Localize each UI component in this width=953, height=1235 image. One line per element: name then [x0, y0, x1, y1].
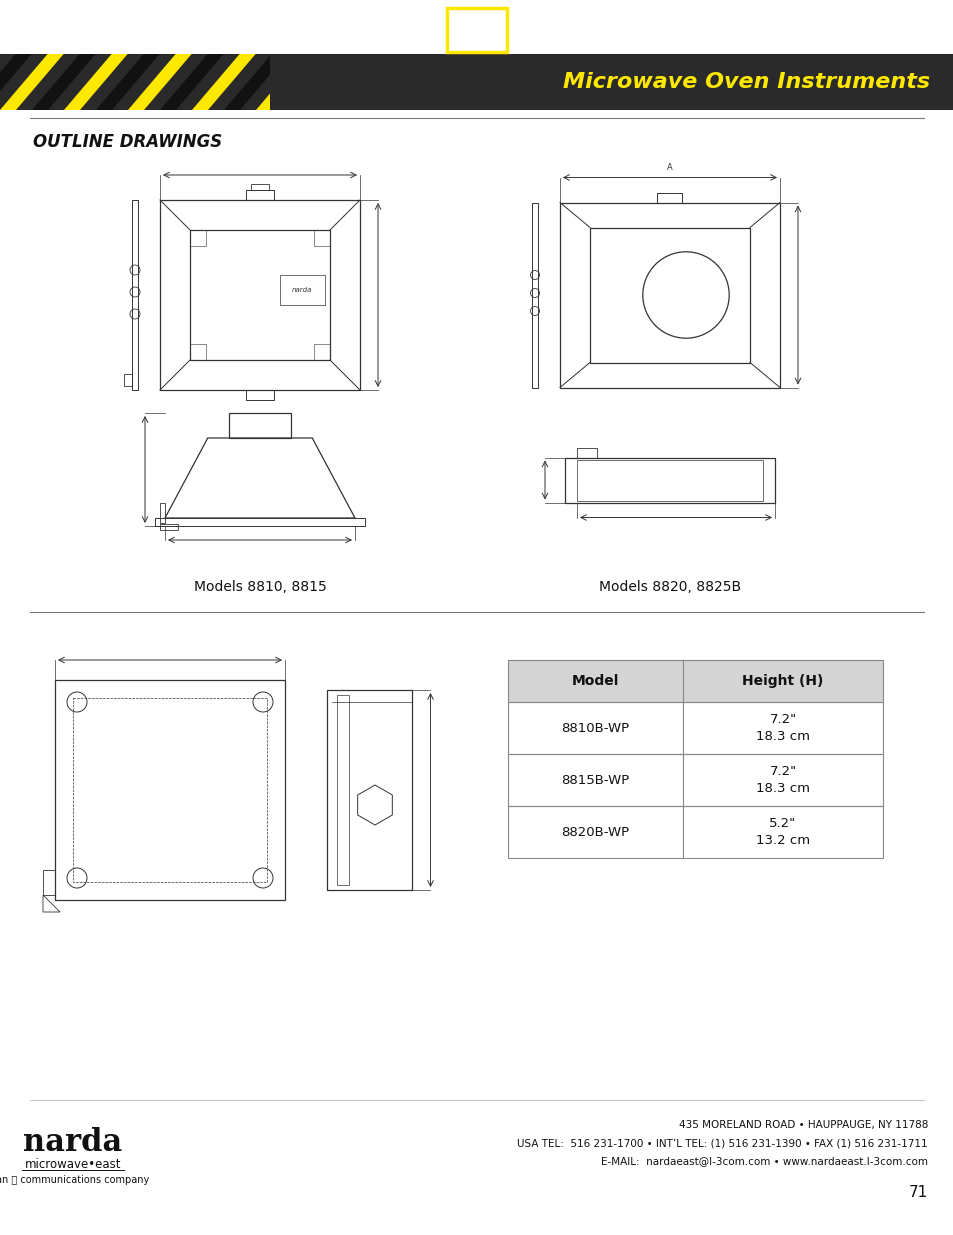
Bar [532, 203, 537, 388]
Polygon shape [224, 54, 287, 110]
Polygon shape [128, 54, 192, 110]
Bar [246, 390, 274, 400]
Polygon shape [416, 54, 479, 110]
Bar [132, 200, 138, 390]
Polygon shape [288, 54, 352, 110]
Bar [0, 54, 953, 110]
Polygon shape [522, 9, 579, 51]
Text: 71: 71 [908, 1186, 927, 1200]
Polygon shape [352, 54, 416, 110]
Bar [190, 345, 206, 359]
Polygon shape [96, 54, 159, 110]
Bar [280, 275, 325, 305]
Polygon shape [767, 54, 831, 110]
Bar [73, 698, 267, 882]
Bar [559, 203, 780, 388]
Text: OUTLINE DRAWINGS: OUTLINE DRAWINGS [33, 133, 222, 151]
Polygon shape [639, 54, 703, 110]
Bar [507, 755, 882, 806]
Bar [314, 230, 330, 246]
Bar [246, 190, 274, 200]
Polygon shape [671, 54, 735, 110]
Text: Model: Model [571, 674, 618, 688]
Bar [43, 869, 55, 895]
Polygon shape [576, 54, 639, 110]
Polygon shape [192, 54, 255, 110]
Polygon shape [607, 54, 671, 110]
Bar [327, 690, 412, 890]
Text: 7.2"
18.3 cm: 7.2" 18.3 cm [755, 713, 809, 743]
Bar [160, 200, 359, 390]
Text: narda: narda [24, 1128, 123, 1158]
Polygon shape [32, 54, 95, 110]
Text: USA TEL:  516 231-1700 • INT’L TEL: (1) 516 231-1390 • FAX (1) 516 231-1711: USA TEL: 516 231-1700 • INT’L TEL: (1) 5… [517, 1137, 927, 1149]
Polygon shape [0, 54, 31, 110]
Polygon shape [0, 54, 64, 110]
Bar [160, 503, 165, 522]
Polygon shape [319, 54, 383, 110]
Bar [190, 230, 206, 246]
Text: 8815B-WP: 8815B-WP [560, 773, 629, 787]
Text: Models 8820, 8825B: Models 8820, 8825B [598, 580, 740, 594]
Bar [160, 524, 178, 530]
Polygon shape [703, 54, 767, 110]
Bar [589, 227, 749, 363]
Bar [190, 230, 330, 359]
Polygon shape [374, 9, 431, 51]
Polygon shape [255, 54, 319, 110]
Bar [251, 184, 269, 190]
Polygon shape [479, 54, 543, 110]
Text: Microwave Oven Instruments: Microwave Oven Instruments [562, 72, 929, 91]
Text: Height (H): Height (H) [741, 674, 822, 688]
Polygon shape [448, 54, 511, 110]
Bar [447, 7, 506, 52]
Bar [657, 193, 681, 203]
Bar [507, 701, 882, 755]
Polygon shape [735, 54, 799, 110]
Bar [564, 457, 774, 503]
Text: an ⒱ communications company: an ⒱ communications company [0, 1174, 150, 1186]
Polygon shape [384, 54, 447, 110]
Polygon shape [64, 54, 128, 110]
Bar [154, 517, 365, 526]
Bar [314, 345, 330, 359]
Bar [124, 374, 132, 387]
Text: narda: narda [292, 287, 312, 293]
Bar [577, 447, 597, 457]
Bar [507, 659, 882, 701]
Text: E-MAIL:  nardaeast@l-3com.com • www.nardaeast.l-3com.com: E-MAIL: nardaeast@l-3com.com • www.narda… [600, 1156, 927, 1166]
Bar [55, 680, 285, 900]
Text: microwave•east: microwave•east [25, 1158, 121, 1171]
Bar [577, 459, 762, 500]
Polygon shape [543, 54, 607, 110]
Polygon shape [459, 16, 494, 44]
Text: 8810B-WP: 8810B-WP [561, 721, 629, 735]
Text: 7.2"
18.3 cm: 7.2" 18.3 cm [755, 764, 809, 795]
Polygon shape [160, 54, 223, 110]
Bar [337, 695, 349, 885]
Text: 435 MORELAND ROAD • HAUPPAUGE, NY 11788: 435 MORELAND ROAD • HAUPPAUGE, NY 11788 [678, 1120, 927, 1130]
Text: 8820B-WP: 8820B-WP [561, 825, 629, 839]
Text: A: A [666, 163, 672, 173]
Bar [229, 412, 291, 438]
Bar [507, 806, 882, 858]
Polygon shape [512, 54, 575, 110]
Text: Models 8810, 8815: Models 8810, 8815 [193, 580, 326, 594]
Text: 5.2"
13.2 cm: 5.2" 13.2 cm [755, 818, 809, 847]
